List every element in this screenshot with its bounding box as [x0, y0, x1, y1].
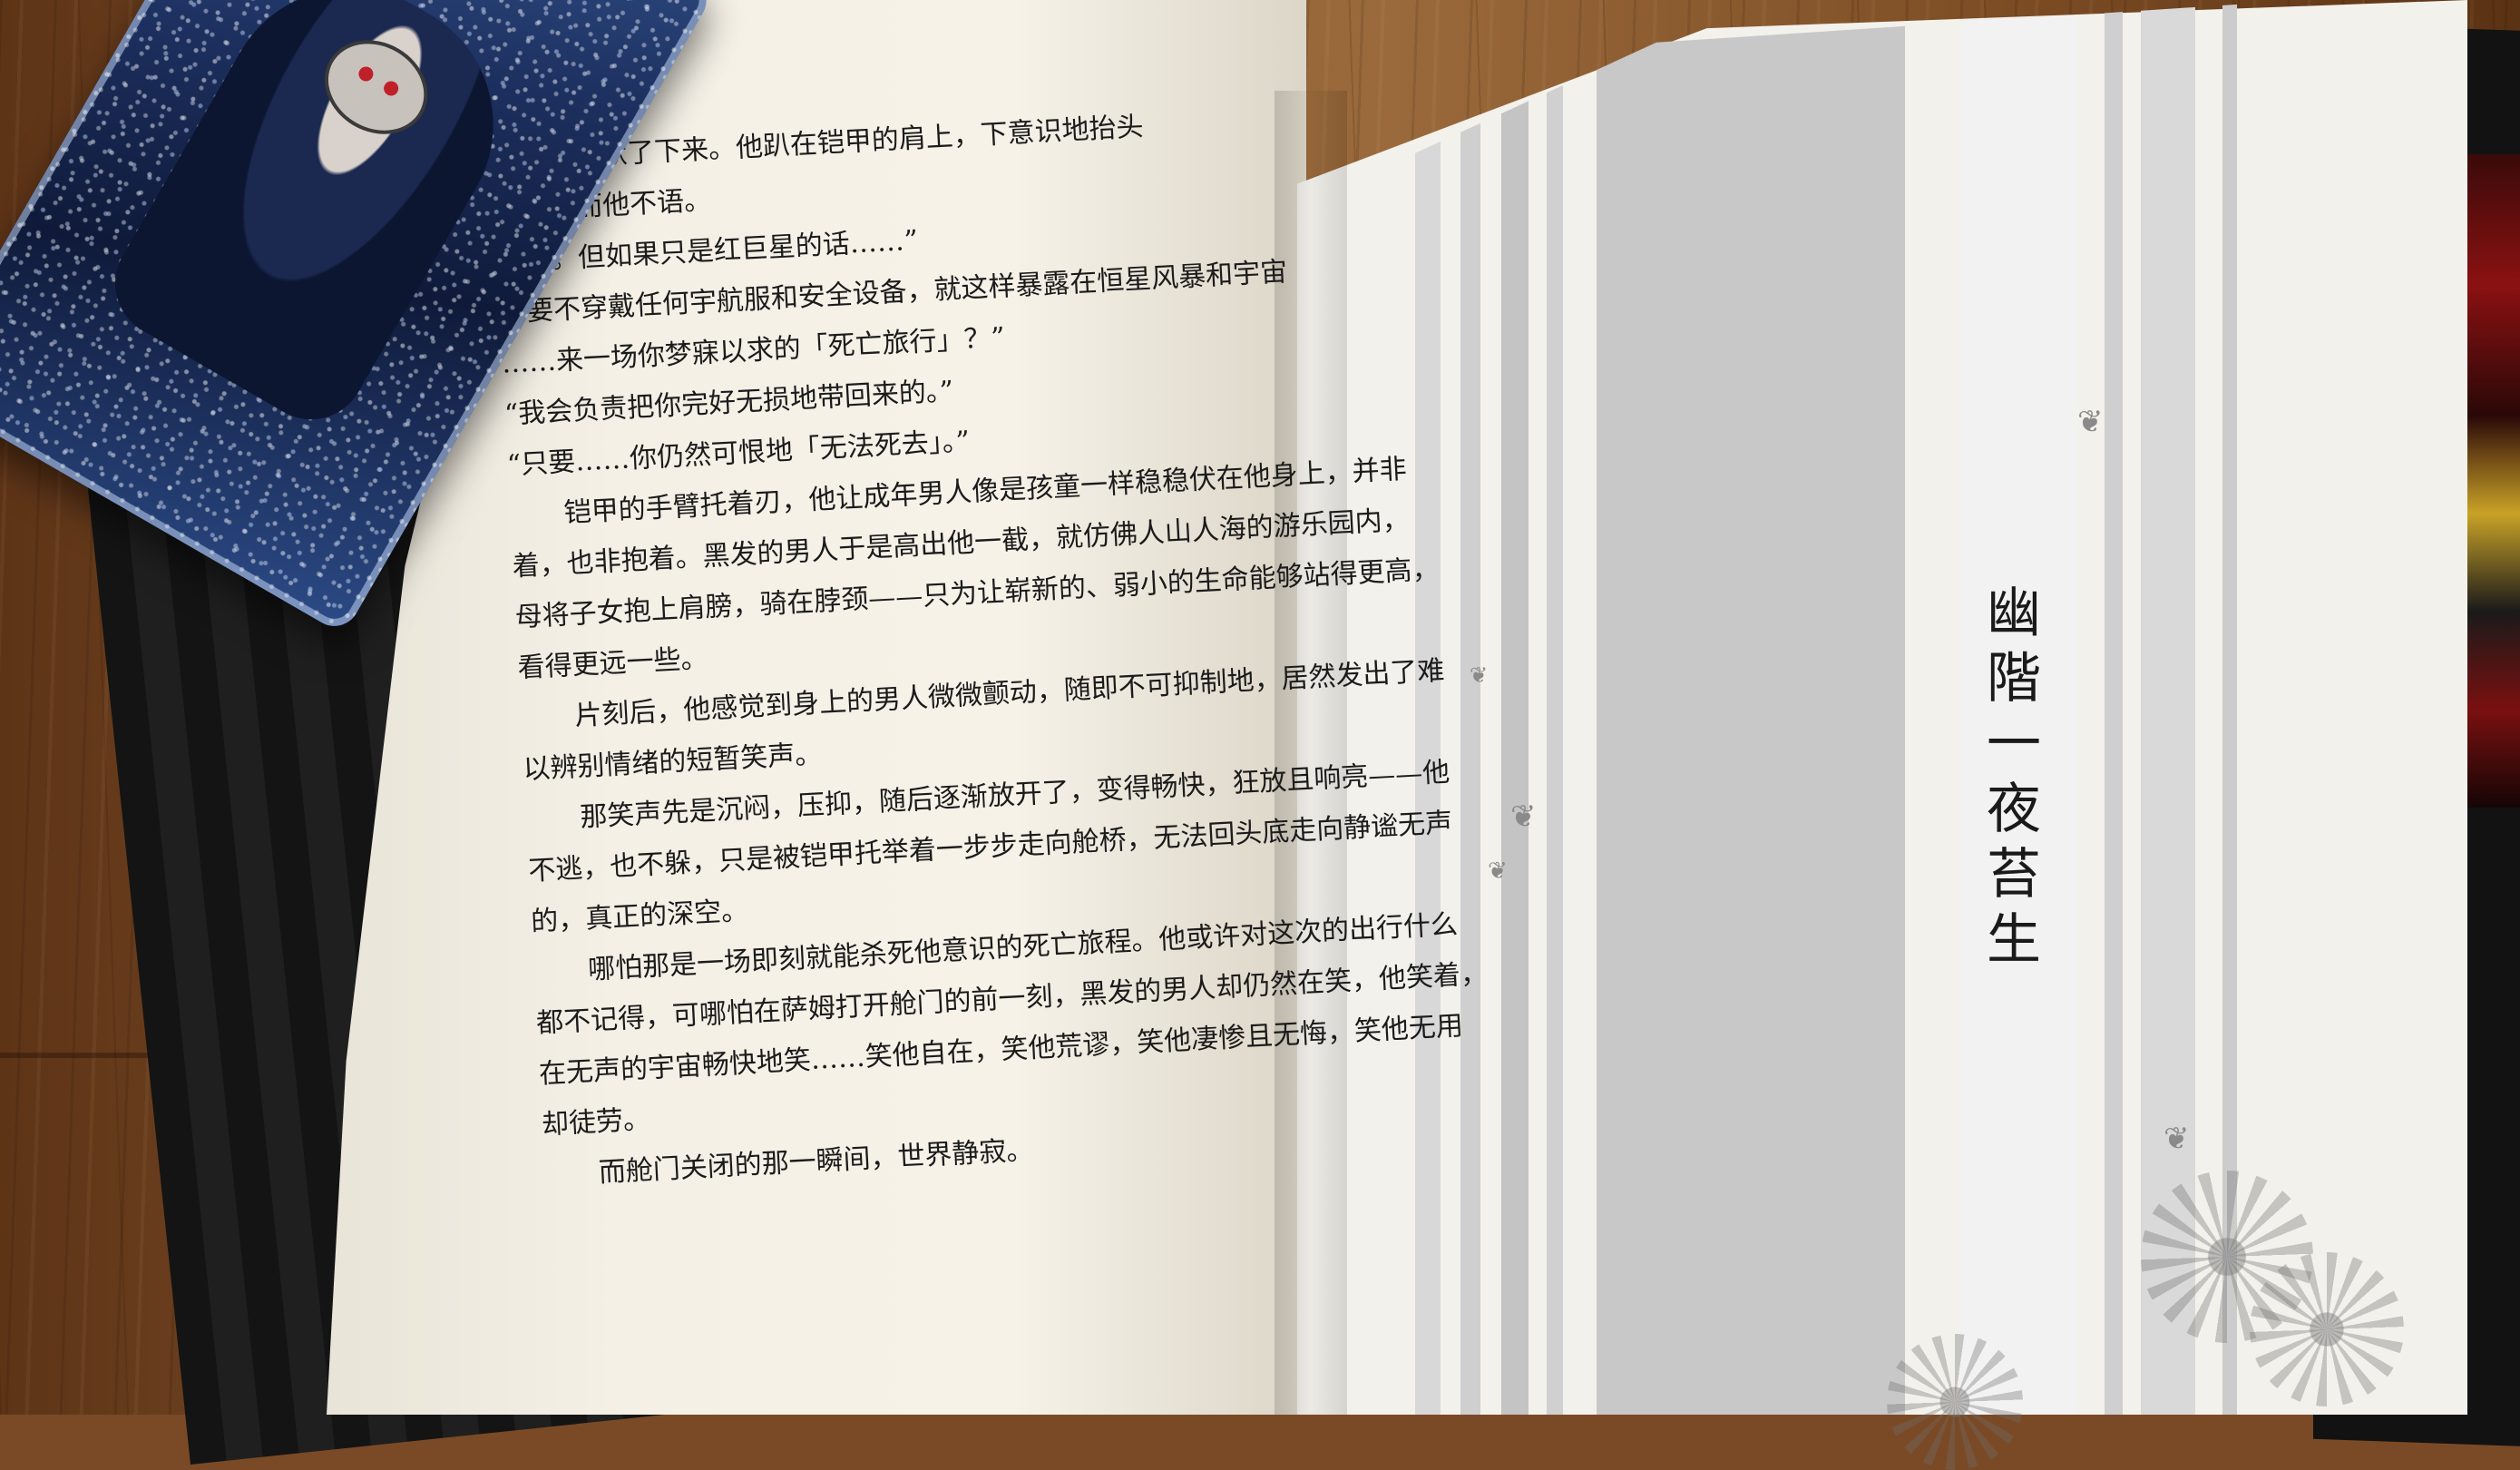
stripe [2141, 0, 2195, 1415]
chapter-title-char: 生 [1987, 908, 2041, 972]
chapter-title-char: 階 [1987, 647, 2041, 710]
stripe [2222, 0, 2237, 1415]
stripe [1415, 0, 1441, 1415]
chapter-title-char: 一 [1987, 712, 2041, 776]
spider-lily-illustration [1887, 1334, 2023, 1470]
butterfly-icon: ❦ [1488, 858, 1508, 885]
stripe-wide [1597, 0, 1905, 1415]
butterfly-icon: ❦ [1470, 662, 1489, 688]
butterfly-icon: ❦ [2077, 404, 2104, 440]
book-spine-gutter [1275, 91, 1347, 1415]
stripe [1547, 0, 1563, 1415]
spider-lily-illustration [2250, 1252, 2404, 1406]
chapter-title: 幽 階 一 夜 苔 生 [1982, 581, 2046, 973]
right-page-stripes [1379, 0, 2304, 1415]
stripe [1501, 0, 1529, 1415]
chapter-title-char: 幽 [1987, 582, 2041, 645]
spider-lily-illustration [2141, 1171, 2313, 1343]
red-eye [356, 64, 376, 84]
butterfly-icon: ❦ [1510, 799, 1537, 835]
butterfly-icon: ❦ [2163, 1121, 2190, 1157]
stripe [1959, 0, 2077, 1415]
stripe [1460, 0, 1480, 1415]
chapter-title-char: 苔 [1987, 843, 2041, 906]
stripe [2105, 0, 2123, 1415]
left-page-text: 的男人沉默了下来。他趴在铠甲的肩上，下意识地抬头 幽深，而他不语。 不行。但如果… [490, 93, 1489, 1201]
red-eye [381, 78, 402, 99]
chapter-title-char: 夜 [1987, 778, 2041, 841]
